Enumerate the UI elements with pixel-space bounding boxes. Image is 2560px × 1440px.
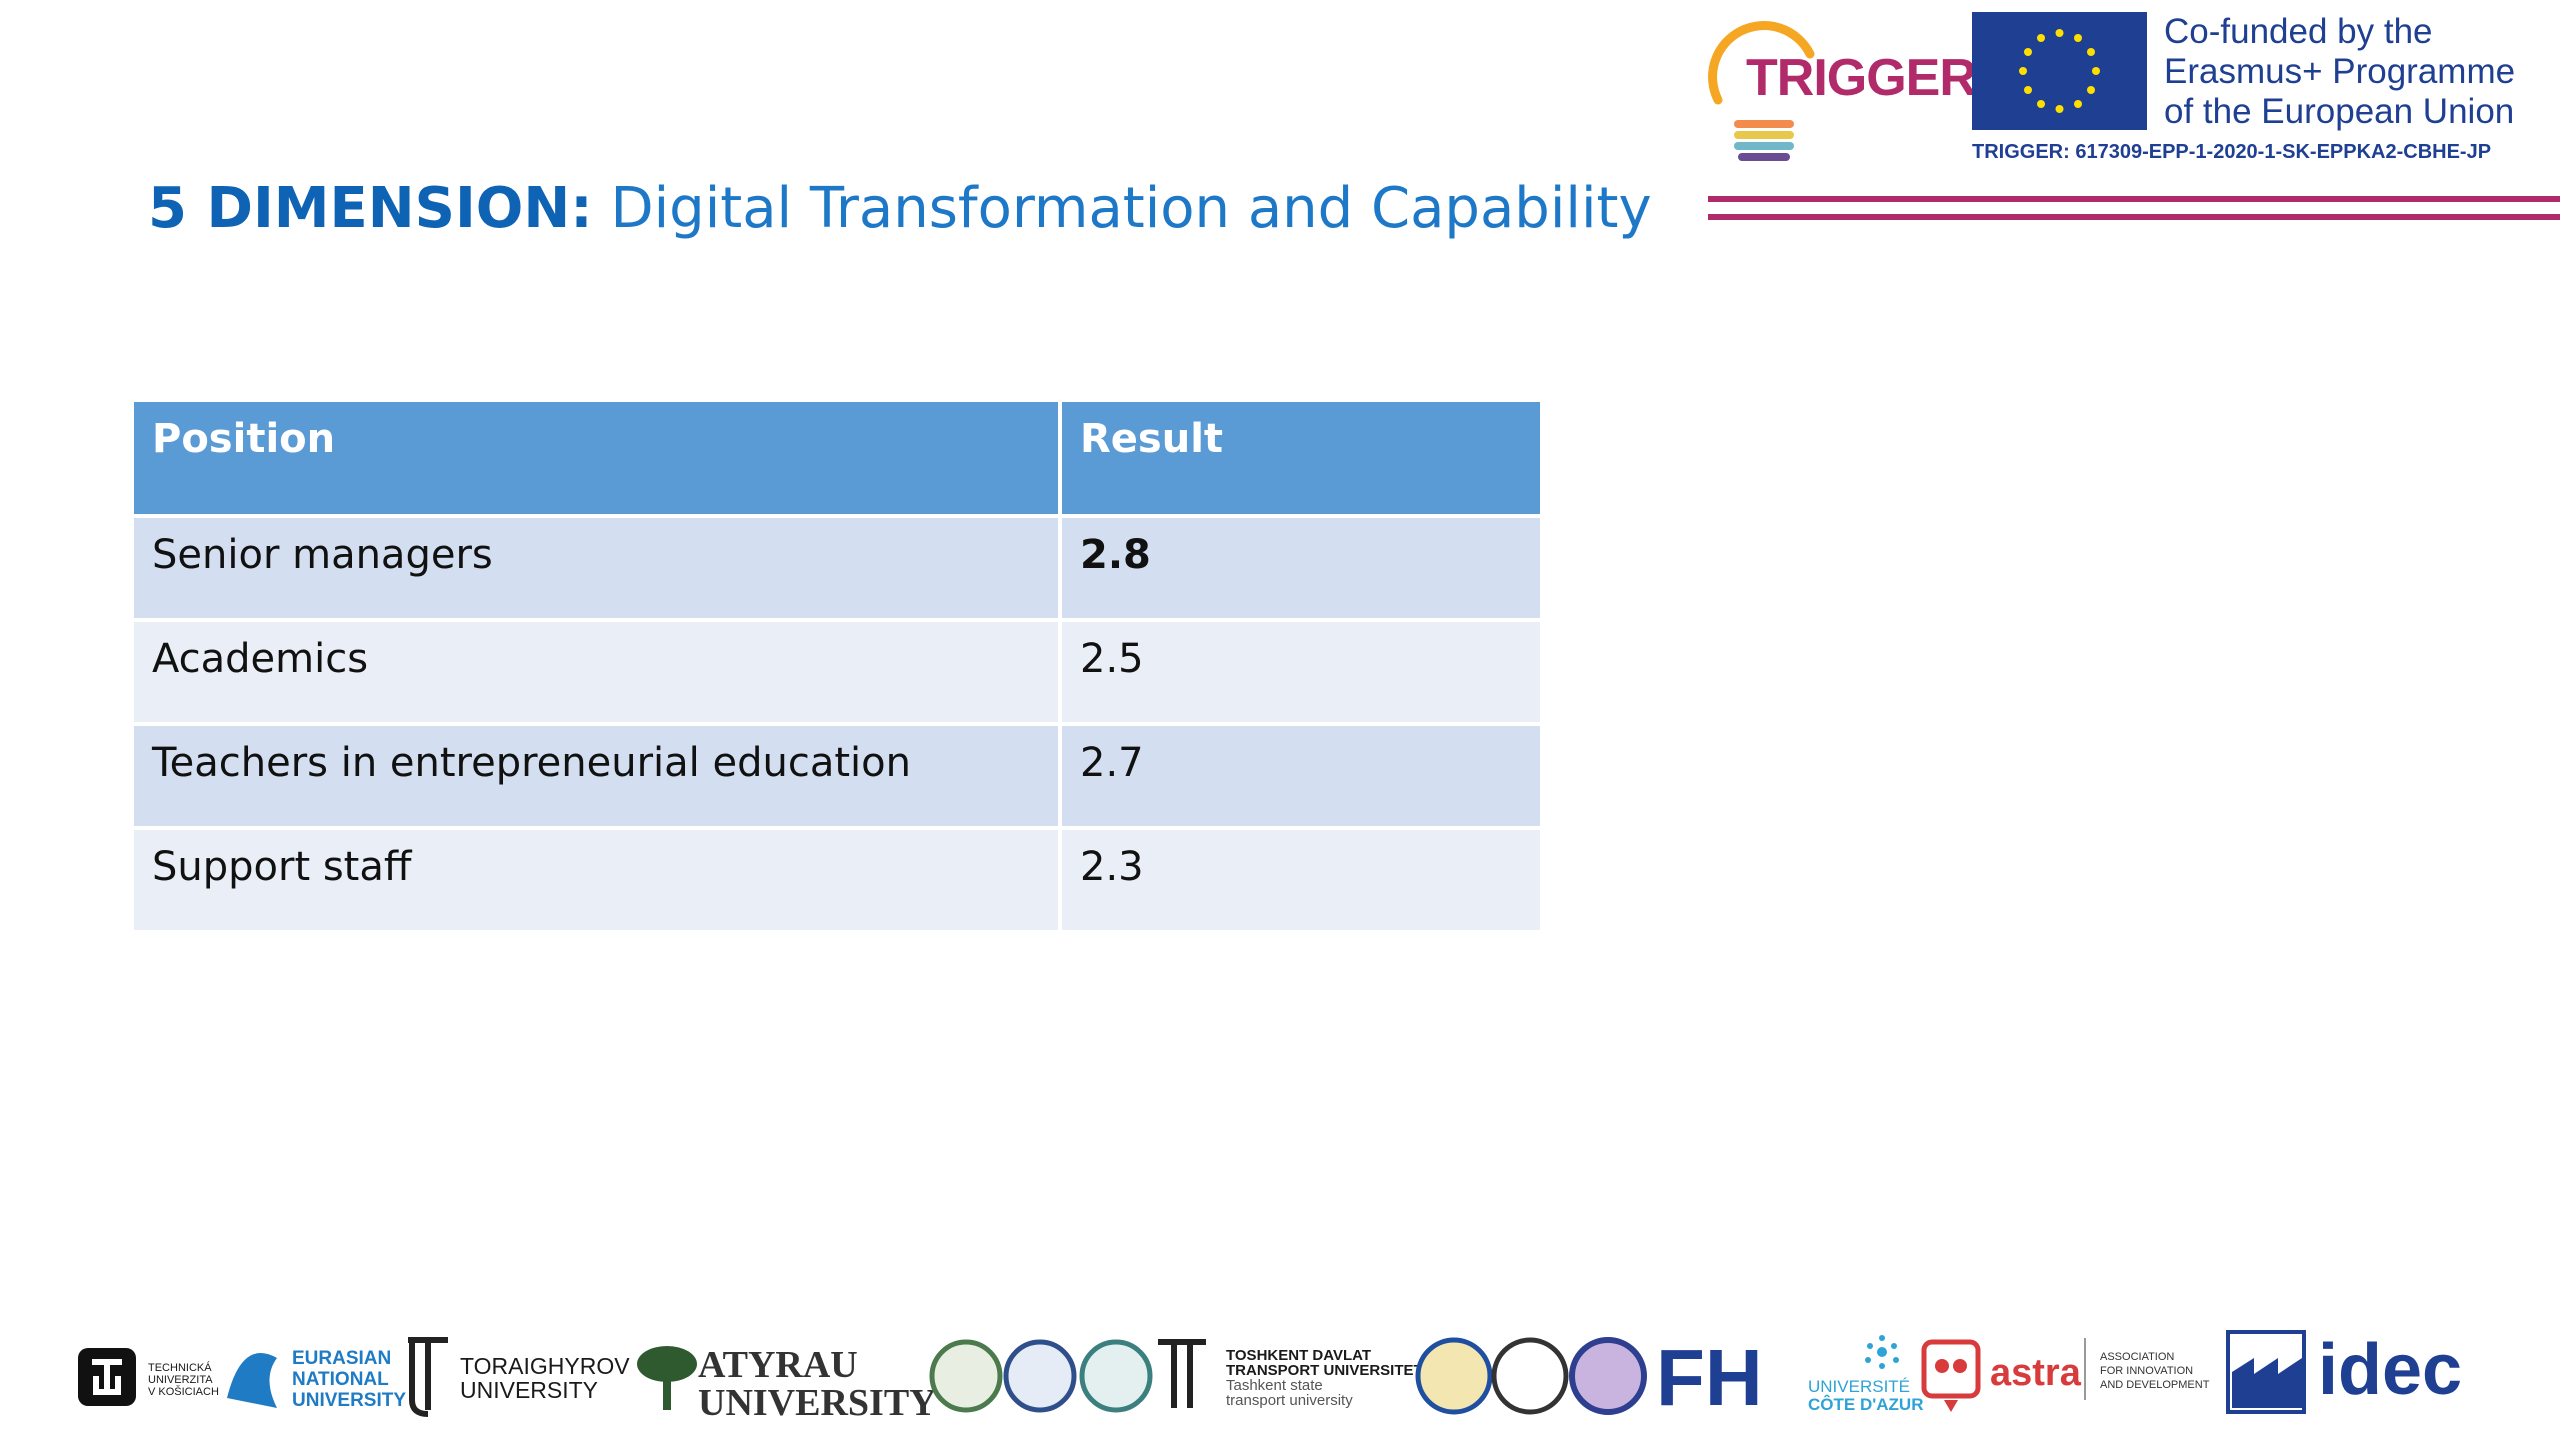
slide-title: 5 DIMENSION: Digital Transformation and …	[148, 176, 1652, 241]
trigger-logo	[1708, 21, 1815, 161]
tuke-logo	[78, 1348, 136, 1406]
header-divider-top	[1708, 196, 2560, 202]
atyrau-tree-icon	[637, 1346, 697, 1410]
association-label: ASSOCIATION FOR INNOVATION AND DEVELOPME…	[2100, 1350, 2209, 1392]
tashkent-t-icon	[1158, 1339, 1206, 1408]
association-line-1: ASSOCIATION	[2100, 1351, 2175, 1363]
cofunded-line-3: of the European Union	[2164, 92, 2515, 131]
title-subtitle: Digital Transformation and Capability	[610, 176, 1652, 241]
eurasian-label: EURASIAN NATIONAL UNIVERSITY	[292, 1348, 406, 1411]
astra-label: astra	[1990, 1352, 2081, 1394]
eurasian-emblem-icon	[227, 1353, 277, 1408]
results-table: Position Result Senior managers 2.8 Acad…	[134, 402, 1540, 934]
eurasian-line-3: UNIVERSITY	[292, 1390, 407, 1411]
association-line-3: AND DEVELOPMENT	[2100, 1379, 2210, 1391]
toraighyrov-label: TORAIGHYROV UNIVERSITY	[460, 1354, 630, 1402]
cote-line-1: UNIVERSITÉ	[1808, 1377, 1911, 1396]
atyrau-label: ATYRAU UNIVERSITY	[698, 1346, 937, 1422]
trigger-wordmark: TRIGGER	[1746, 49, 1977, 107]
idec-label: idec	[2318, 1330, 2463, 1410]
table-row: Academics 2.5	[134, 620, 1540, 726]
tashkent-line-3: Tashkent state	[1226, 1377, 1323, 1394]
cell-result: 2.5	[1060, 620, 1540, 726]
cote-azur-label: UNIVERSITÉ CÔTE D'AZUR	[1808, 1378, 1923, 1414]
column-header-position: Position	[134, 402, 1062, 518]
atyrau-line-1: ATYRAU	[698, 1344, 858, 1386]
association-line-2: FOR INNOVATION	[2100, 1365, 2194, 1377]
eu-flag-logo	[1972, 12, 2147, 130]
toraighyrov-emblem-icon	[408, 1337, 448, 1417]
tuke-label: TECHNICKÁ UNIVERZITA V KOŠICIACH	[148, 1362, 219, 1398]
table-row: Support staff 2.3	[134, 828, 1540, 934]
cofunded-text: Co-funded by the Erasmus+ Programme of t…	[2164, 12, 2515, 132]
table-row: Senior managers 2.8	[134, 516, 1540, 622]
astra-owl-icon	[1921, 1339, 1981, 1412]
cell-position: Teachers in entrepreneurial education	[134, 724, 1062, 830]
partner-logos-strip: TECHNICKÁ UNIVERZITA V KOŠICIACH EURASIA…	[74, 1318, 2494, 1428]
cell-position: Senior managers	[134, 516, 1062, 622]
cote-azur-star-icon	[1865, 1335, 1899, 1369]
tashkent-line-4: transport university	[1226, 1392, 1353, 1409]
cofunded-line-1: Co-funded by the	[2164, 12, 2433, 51]
cell-result: 2.3	[1060, 828, 1540, 934]
cell-result: 2.8	[1060, 516, 1540, 622]
fh-logo: FH	[1656, 1333, 1763, 1422]
cell-result: 2.7	[1060, 724, 1540, 830]
tashkent-line-1: TOSHKENT DAVLAT	[1226, 1347, 1371, 1364]
toraighyrov-line-1: TORAIGHYROV	[460, 1353, 630, 1379]
atyrau-line-2: UNIVERSITY	[698, 1382, 937, 1424]
project-code: TRIGGER: 617309-EPP-1-2020-1-SK-EPPKA2-C…	[1972, 141, 2492, 163]
title-dimension: 5 DIMENSION:	[148, 176, 593, 241]
tashkent-label: TOSHKENT DAVLAT TRANSPORT UNIVERSITETI T…	[1226, 1348, 1427, 1408]
university-seals-icon	[929, 1339, 1153, 1413]
astra-divider	[2084, 1338, 2086, 1400]
cote-line-2: CÔTE D'AZUR	[1808, 1395, 1924, 1414]
partner-seals-icon	[1415, 1337, 1647, 1415]
eurasian-line-2: NATIONAL	[292, 1369, 389, 1390]
table-row: Teachers in entrepreneurial education 2.…	[134, 724, 1540, 830]
cofunded-line-2: Erasmus+ Programme	[2164, 52, 2516, 91]
toraighyrov-line-2: UNIVERSITY	[460, 1377, 599, 1403]
cell-position: Support staff	[134, 828, 1062, 934]
cell-position: Academics	[134, 620, 1062, 726]
column-header-result: Result	[1060, 402, 1540, 518]
table-header-row: Position Result	[134, 402, 1540, 518]
tashkent-line-2: TRANSPORT UNIVERSITETI	[1226, 1362, 1427, 1379]
header-divider-bottom	[1708, 214, 2560, 220]
idec-icon	[2226, 1330, 2306, 1414]
eurasian-line-1: EURASIAN	[292, 1348, 392, 1369]
